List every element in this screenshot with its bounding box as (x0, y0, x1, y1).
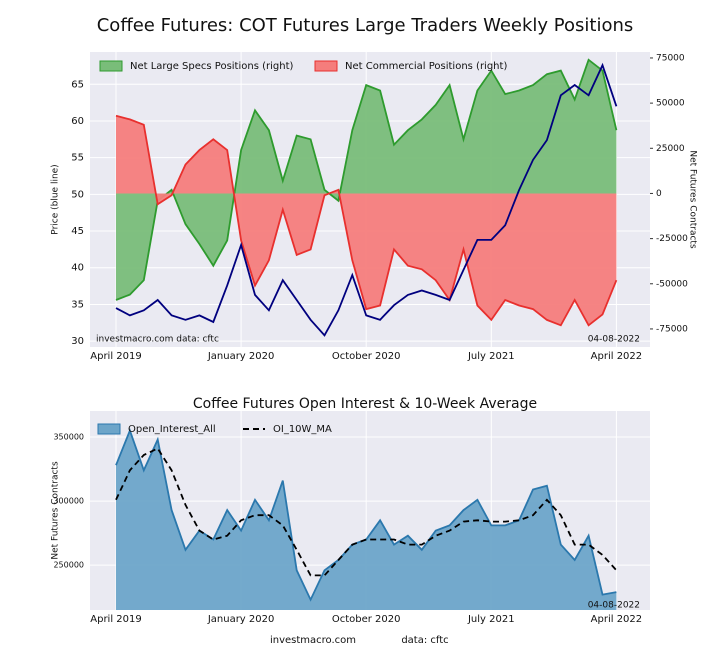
x-tick-label: October 2020 (332, 614, 401, 625)
legend-label: Net Commercial Positions (right) (345, 61, 507, 72)
area-fill (116, 59, 617, 300)
series-line (115, 447, 618, 577)
footer-source: data: cftc (401, 635, 448, 646)
y-tick-label: 60 (71, 116, 84, 127)
annotation: investmacro.com data: cftc (96, 335, 219, 345)
annotation: 04-08-2022 (588, 335, 640, 345)
legend-swatch (99, 60, 123, 72)
x-tick-label: January 2020 (207, 614, 275, 625)
annotation: 04-08-2022 (588, 601, 640, 611)
y-tick-label: 65 (71, 79, 84, 90)
y2-tick-label: 0 (656, 189, 662, 199)
legend-label: Open_Interest_All (128, 424, 216, 435)
y-tick-label: 300000 (53, 497, 84, 506)
y-tick-label: 50 (71, 189, 84, 200)
y-tick-label: 350000 (53, 433, 84, 442)
legend-label: OI_10W_MA (273, 424, 332, 435)
footer-site: investmacro.com (270, 635, 356, 646)
y-tick-label: 40 (71, 263, 84, 274)
x-tick-label: July 2021 (467, 351, 515, 362)
y-tick-label: 30 (71, 336, 84, 347)
series-line (115, 114, 618, 327)
legend-swatch (97, 423, 121, 435)
chart-title: Coffee Futures: COT Futures Large Trader… (97, 15, 634, 36)
area-fill (116, 430, 617, 610)
x-tick-label: April 2022 (591, 351, 642, 362)
y2-axis-label: Net Futures Contracts (688, 150, 698, 249)
x-tick-label: April 2019 (90, 614, 141, 625)
y2-tick-label: -75000 (656, 324, 688, 334)
series-line (115, 58, 618, 301)
x-tick-label: October 2020 (332, 351, 401, 362)
y2-tick-label: -25000 (656, 234, 688, 244)
chart-title: Coffee Futures Open Interest & 10-Week A… (193, 396, 537, 412)
y-tick-label: 55 (71, 153, 84, 164)
series-line (115, 62, 618, 337)
y2-tick-label: -50000 (656, 279, 688, 289)
y2-tick-label: 75000 (656, 53, 685, 63)
x-tick-label: July 2021 (467, 614, 515, 625)
y-tick-label: 45 (71, 226, 84, 237)
y-axis-label: Net Futures Contracts (51, 461, 61, 560)
legend-label: Net Large Specs Positions (right) (130, 61, 294, 72)
legend-swatch (314, 60, 338, 72)
x-tick-label: January 2020 (207, 351, 275, 362)
x-tick-label: April 2019 (90, 351, 141, 362)
y-tick-label: 250000 (53, 561, 84, 570)
area-fill (116, 115, 617, 326)
y2-tick-label: 50000 (656, 99, 685, 109)
x-tick-label: April 2022 (591, 614, 642, 625)
y2-tick-label: 25000 (656, 144, 685, 154)
y-axis-label: Price (blue line) (51, 164, 61, 234)
y-tick-label: 35 (71, 299, 84, 310)
